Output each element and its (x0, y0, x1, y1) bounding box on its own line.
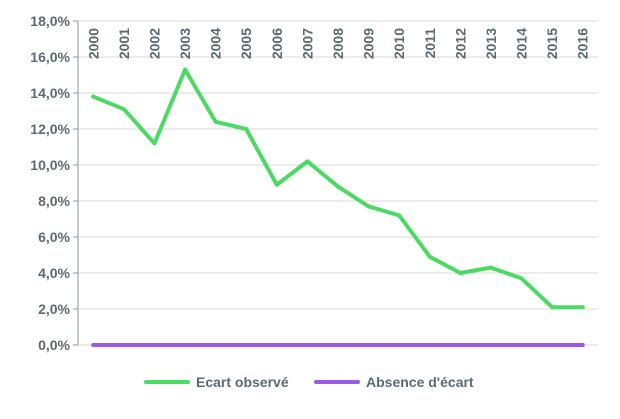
y-tick-label: 8,0% (38, 193, 70, 209)
data-point (121, 107, 126, 112)
data-point (427, 254, 432, 259)
data-point (213, 343, 218, 347)
x-tick-label: 2002 (146, 28, 162, 59)
y-tick-label: 2,0% (38, 301, 70, 317)
data-point (213, 119, 218, 124)
data-point (580, 305, 585, 310)
data-point (397, 213, 402, 218)
x-tick-label: 2014 (514, 28, 530, 59)
data-point (121, 343, 126, 347)
gridlines (78, 20, 598, 310)
x-tick-label: 2001 (116, 28, 132, 59)
data-point (397, 343, 402, 347)
data-point (336, 343, 340, 347)
data-point (336, 184, 340, 189)
data-point (550, 305, 555, 310)
data-point (244, 343, 249, 347)
data-point (458, 271, 463, 275)
y-tick-label: 6,0% (38, 229, 70, 245)
x-tick-label: 2005 (238, 28, 254, 59)
y-tick-label: 14,0% (30, 85, 70, 101)
data-point (274, 343, 279, 347)
data-point (183, 67, 188, 72)
data-point (305, 159, 310, 164)
x-tick-label: 2003 (177, 28, 193, 59)
x-tick-label: 2013 (483, 28, 499, 59)
y-tick-label: 12,0% (30, 121, 70, 137)
data-point (305, 343, 310, 347)
data-point (183, 343, 188, 347)
data-point (488, 343, 493, 347)
x-axis: 2000 2001 2002 2003 2004 2005 2006 2007 2008 2009… (78, 28, 598, 346)
legend-label: Ecart observé (196, 374, 289, 390)
data-point (519, 276, 524, 281)
x-tick-label: 2004 (208, 28, 224, 59)
data-point (152, 343, 157, 347)
x-tick-label: 2011 (422, 28, 438, 59)
y-tick-label: 16,0% (30, 49, 70, 65)
series-lines (91, 67, 585, 347)
legend-label: Absence d'écart (366, 374, 474, 390)
data-point (91, 343, 96, 347)
data-point (458, 343, 463, 347)
data-point (274, 182, 279, 187)
data-point (366, 343, 371, 347)
data-point (366, 204, 371, 209)
x-tick-label: 2012 (452, 28, 468, 59)
data-point (427, 343, 432, 347)
legend: Ecart observé Absence d'écart (144, 374, 474, 390)
x-tick-label: 2009 (361, 28, 377, 59)
x-tick-label: 2006 (269, 28, 285, 59)
data-point (550, 343, 555, 347)
data-point (488, 265, 493, 270)
y-tick-label: 4,0% (38, 265, 70, 281)
y-tick-label: 0,0% (38, 337, 70, 353)
y-tick-label: 18,0% (30, 13, 70, 29)
x-tick-label: 2000 (85, 28, 101, 59)
x-tick-label: 2010 (391, 28, 407, 59)
x-tick-label: 2016 (575, 28, 591, 59)
x-tick-label: 2008 (330, 28, 346, 59)
x-tick-label: 2015 (544, 28, 560, 59)
data-point (519, 343, 524, 347)
data-point (91, 94, 96, 99)
y-tick-label: 10,0% (30, 157, 70, 173)
y-axis: 0,0% 2,0% 4,0% 6,0% 8,0% 10,0% 12,0% 14,0% 16,0%… (30, 13, 79, 353)
data-point (152, 141, 157, 146)
data-point (580, 343, 585, 347)
data-point (244, 127, 249, 131)
x-tick-label: 2007 (299, 28, 315, 59)
